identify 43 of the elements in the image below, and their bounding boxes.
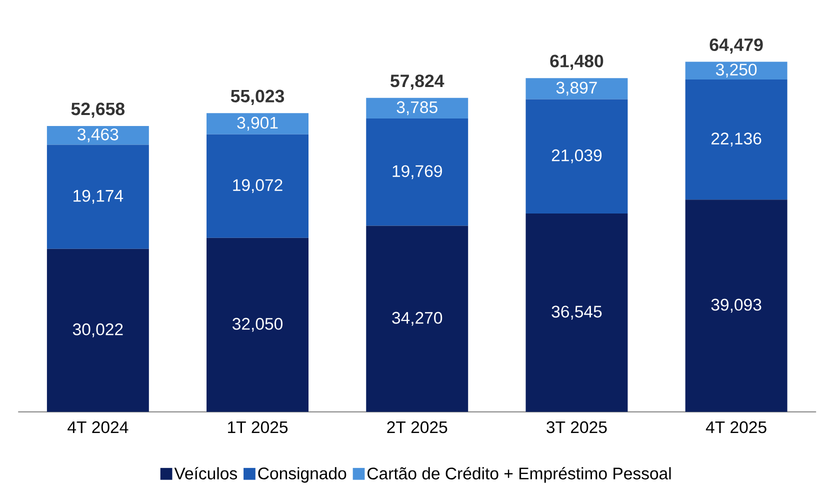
data-label: 3,901 bbox=[237, 116, 278, 131]
data-label: 19,769 bbox=[392, 165, 442, 180]
total-label: 57,824 bbox=[390, 74, 444, 90]
bar bbox=[685, 79, 788, 200]
x-tick-label: 4T 2024 bbox=[68, 421, 128, 434]
data-label: 3,897 bbox=[556, 82, 597, 96]
data-label: 22,136 bbox=[712, 132, 762, 146]
data-label: 30,022 bbox=[72, 323, 123, 338]
bar bbox=[206, 113, 309, 134]
bar bbox=[685, 62, 788, 80]
bar bbox=[526, 78, 628, 100]
data-label: 19,174 bbox=[74, 190, 124, 204]
data-label: 36,545 bbox=[552, 306, 602, 320]
bar bbox=[206, 134, 309, 238]
total-label: 52,658 bbox=[71, 102, 125, 118]
total-label: 55,023 bbox=[230, 90, 284, 105]
data-label: 3,463 bbox=[78, 128, 118, 142]
bar bbox=[526, 99, 628, 214]
x-tick-label: 2T 2025 bbox=[387, 421, 448, 434]
legend-label: Veículos bbox=[174, 466, 237, 480]
data-label: 34,270 bbox=[392, 312, 442, 326]
total-label: 64,479 bbox=[710, 38, 763, 54]
total-label: 61,480 bbox=[550, 54, 604, 70]
x-tick-label: 3T 2025 bbox=[546, 421, 607, 434]
legend-label: Cartão de Crédito + Empréstimo Pessoal bbox=[368, 466, 671, 483]
bar bbox=[526, 213, 628, 412]
data-label: 3,250 bbox=[716, 64, 757, 78]
bar bbox=[366, 226, 468, 412]
bar bbox=[46, 126, 149, 145]
data-label: 32,050 bbox=[232, 318, 283, 332]
data-label: 3,785 bbox=[396, 101, 438, 116]
bar bbox=[46, 248, 149, 412]
bar bbox=[206, 238, 309, 412]
data-label: 21,039 bbox=[552, 149, 602, 164]
x-tick-label: 1T 2025 bbox=[228, 421, 288, 434]
bar bbox=[46, 144, 149, 249]
bar bbox=[366, 118, 468, 226]
data-label: 39,093 bbox=[711, 298, 762, 313]
bar bbox=[366, 98, 468, 118]
data-label: 19,072 bbox=[233, 179, 282, 194]
legend-label: Consignado bbox=[258, 467, 346, 483]
x-tick-label: 4T 2025 bbox=[706, 421, 766, 434]
bar bbox=[685, 200, 788, 412]
